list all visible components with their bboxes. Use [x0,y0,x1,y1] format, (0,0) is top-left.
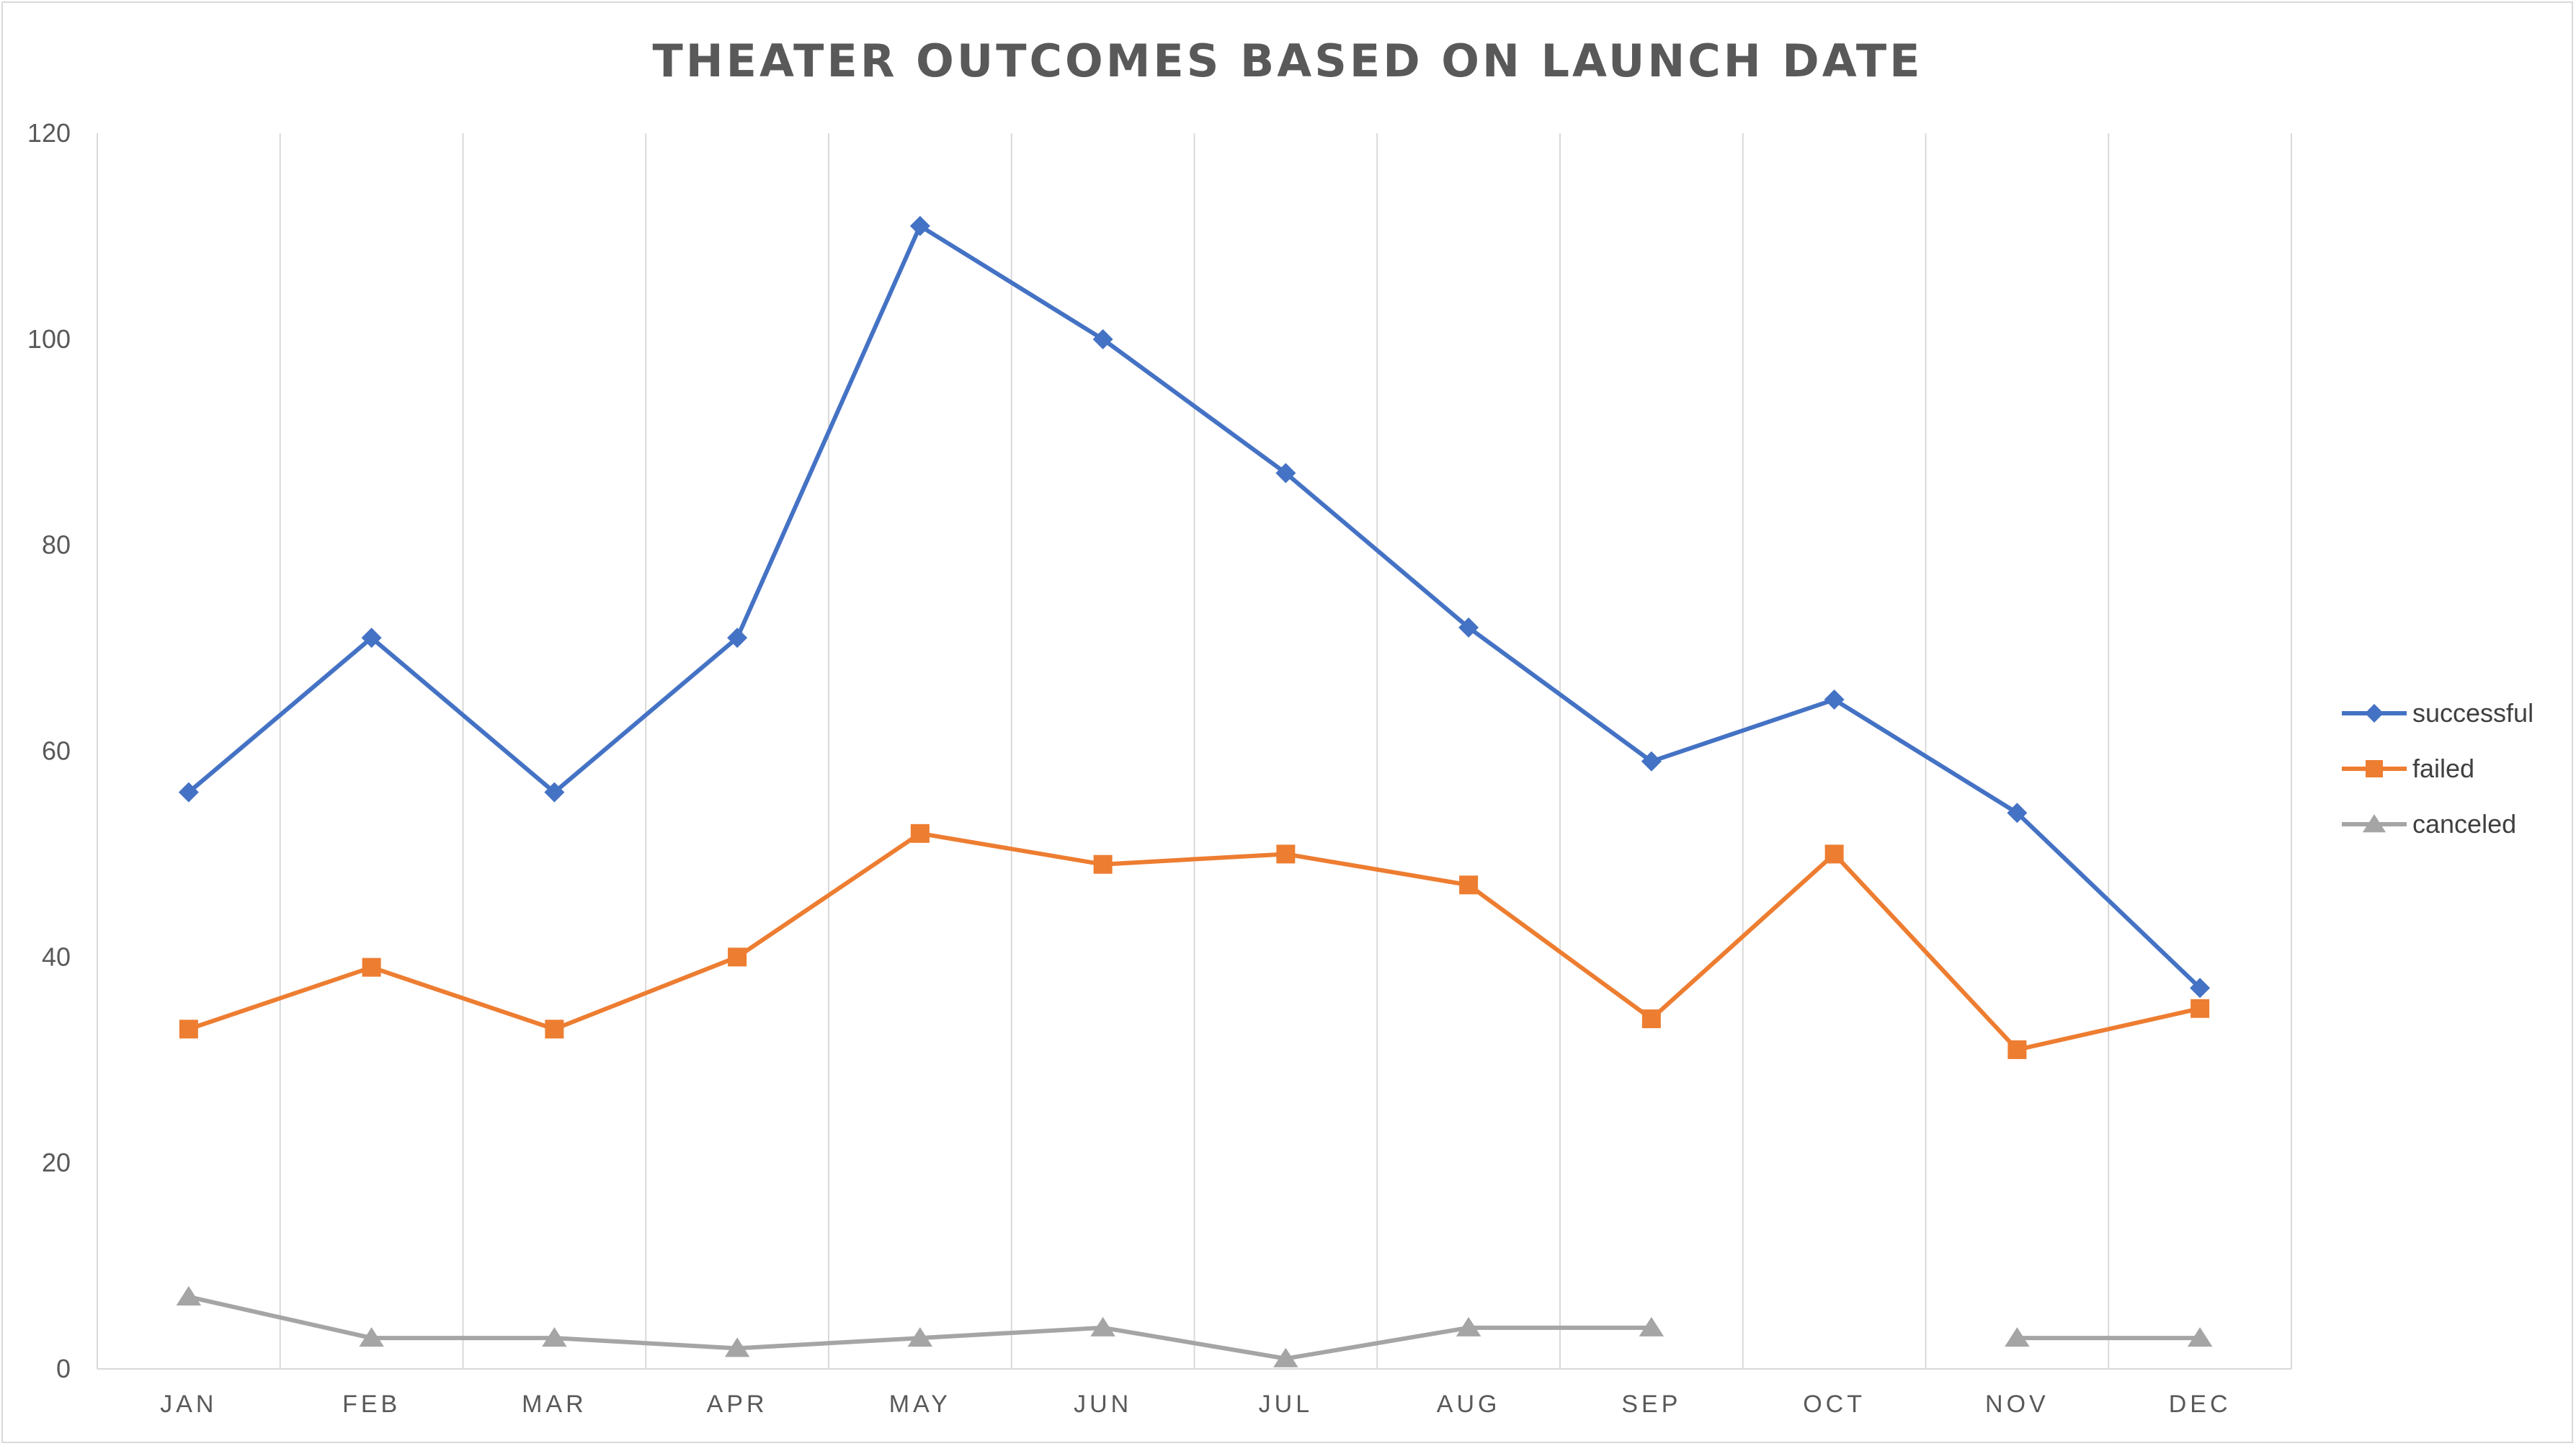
failed-point [362,958,381,977]
canceled-point [1639,1316,1664,1336]
successful-point [1824,689,1845,710]
y-tick-label: 100 [27,324,71,354]
legend: successful failed canceled [2342,698,2533,839]
legend-swatch-marker [2365,704,2384,723]
x-tick-label: JUL [1259,1391,1313,1418]
y-tick-label: 80 [42,530,71,560]
successful-point [2190,978,2211,999]
legend-item-canceled: canceled [2342,809,2516,839]
x-tick-label: OCT [1803,1391,1866,1418]
legend-item-successful: successful [2342,698,2533,728]
successful-point [727,628,748,648]
failed-point [1824,844,1844,864]
canceled-point [724,1337,750,1357]
x-tick-label: JAN [160,1391,217,1418]
x-tick-label: FEB [342,1391,401,1418]
series-failed [179,824,2210,1059]
canceled-point [1273,1347,1298,1367]
failed-point [1459,875,1479,895]
successful-line [186,223,2203,991]
series-group [176,215,2213,1367]
failed-point [1276,844,1296,864]
x-tick-label: APR [707,1391,768,1418]
legend-item-failed: failed [2342,754,2474,783]
x-tick-label: AUG [1437,1391,1501,1418]
y-tick-label: 120 [27,118,71,148]
successful-point [178,782,199,803]
failed-point [1641,1009,1661,1029]
y-tick-label: 20 [42,1148,71,1177]
series-successful [178,215,2211,999]
legend-label: successful [2412,698,2533,728]
successful-point [361,628,382,648]
failed-line [186,831,2203,1052]
legend-label: canceled [2412,809,2516,839]
y-axis: 0 20 40 60 80 100 120 [27,118,71,1383]
successful-point [1458,617,1479,638]
successful-point [1092,329,1113,349]
legend-swatch-marker [2362,814,2386,833]
legend-label: failed [2412,754,2474,783]
canceled-point [907,1327,933,1347]
x-axis: JAN FEB MAR APR MAY JUN JUL AUG SEP OCT NOV DEC [160,1391,2232,1418]
series-canceled [176,1285,2213,1367]
canceled-point [359,1327,384,1347]
failed-point [2007,1040,2027,1059]
canceled-point [1090,1316,1115,1336]
chart-title: THEATER OUTCOMES BASED ON LAUNCH DATE [652,35,1922,87]
successful-point [1641,751,1662,772]
x-tick-label: DEC [2169,1391,2232,1418]
failed-point [2191,999,2210,1018]
successful-point [544,782,565,803]
canceled-point [1456,1316,1481,1336]
successful-point [909,215,930,236]
successful-point [1275,463,1296,483]
failed-point [179,1019,198,1039]
successful-point [2007,803,2028,824]
legend-swatch-marker [2366,760,2383,777]
x-tick-label: NOV [1985,1391,2049,1418]
x-tick-label: MAR [522,1391,587,1418]
failed-point [910,824,930,843]
y-tick-label: 60 [42,736,71,766]
failed-point [545,1019,564,1039]
failed-point [1093,854,1113,874]
vertical-gridlines [97,133,2292,1370]
canceled-point [2187,1327,2213,1347]
y-tick-label: 0 [56,1354,71,1383]
x-tick-label: SEP [1621,1391,1681,1418]
x-tick-label: MAY [889,1391,951,1418]
canceled-point [542,1327,567,1347]
canceled-point [176,1285,202,1306]
canceled-point [2005,1327,2030,1347]
x-tick-label: JUN [1074,1391,1132,1418]
y-tick-label: 40 [42,942,71,971]
failed-point [728,947,747,967]
